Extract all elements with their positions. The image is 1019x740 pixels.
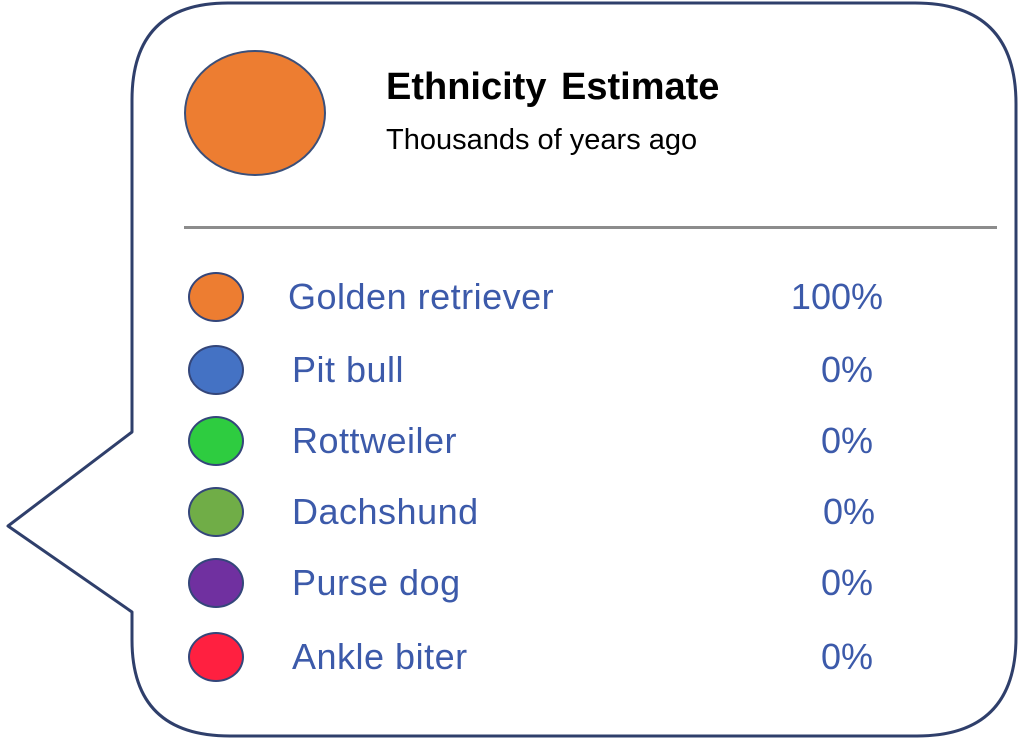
breed-row-dachshund: Dachshund 0%	[0, 485, 1019, 545]
breed-color-dot	[188, 272, 244, 322]
breed-color-dot	[188, 487, 244, 537]
breed-label: Ankle biter	[292, 636, 468, 677]
breed-percentage: 0%	[820, 562, 873, 603]
breed-color-dot	[188, 558, 244, 608]
breed-percentage: 0%	[820, 420, 873, 461]
breed-label: Rottweiler	[292, 420, 458, 461]
breed-percentage: 0%	[820, 349, 873, 390]
breed-row-purse-dog: Purse dog 0%	[0, 556, 1019, 616]
page-title: Ethnicity Estimate	[386, 66, 720, 108]
breed-label: Dachshund	[292, 491, 479, 532]
breed-label: Purse dog	[292, 562, 461, 603]
header-color-dot	[184, 50, 326, 176]
breed-row-pit-bull: Pit bull 0%	[0, 343, 1019, 403]
breed-percentage: 0%	[822, 491, 875, 532]
breed-percentage: 0%	[820, 636, 873, 677]
divider	[184, 226, 997, 229]
page-subtitle: Thousands of years ago	[386, 124, 698, 156]
breed-row-golden-retriever: Golden retriever 100%	[0, 270, 1019, 330]
breed-percentage: 100%	[790, 276, 883, 317]
breed-color-dot	[188, 632, 244, 682]
breed-label: Golden retriever	[288, 276, 555, 317]
breed-row-ankle-biter: Ankle biter 0%	[0, 630, 1019, 690]
breed-color-dot	[188, 416, 244, 466]
breed-label: Pit bull	[292, 349, 405, 390]
breed-color-dot	[188, 345, 244, 395]
speech-bubble-shape	[6, 1, 1018, 738]
breed-row-rottweiler: Rottweiler 0%	[0, 414, 1019, 474]
